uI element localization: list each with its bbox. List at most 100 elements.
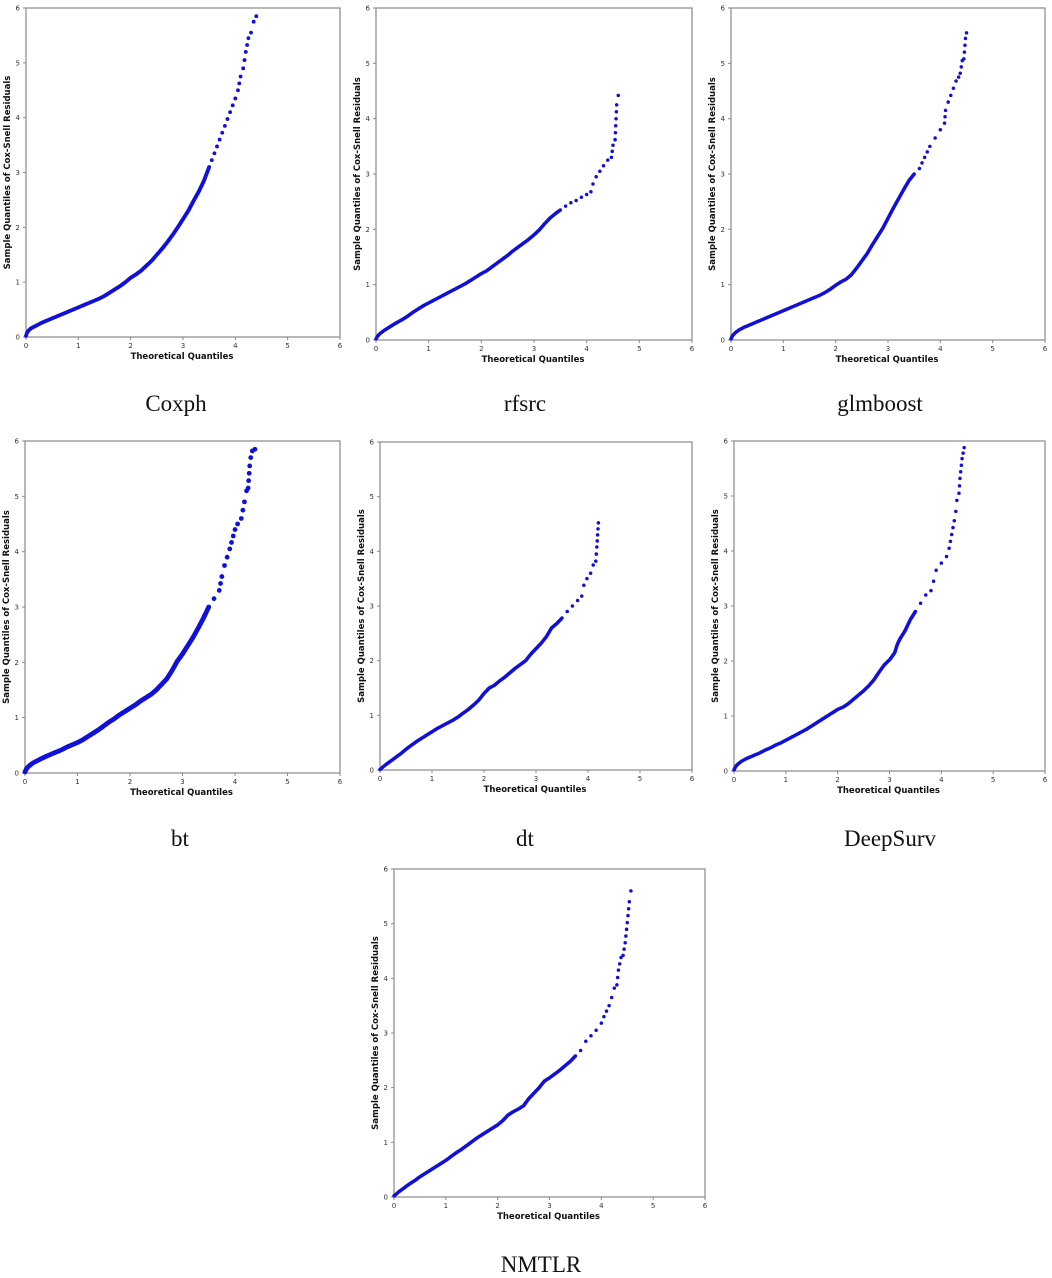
y-tick-label: 4 (721, 115, 726, 123)
y-tick-label: 3 (366, 171, 370, 179)
x-tick-label: 3 (180, 778, 184, 786)
y-tick-label: 0 (370, 767, 374, 775)
x-axis-label: Theoretical Quantiles (837, 786, 940, 796)
caption-bt: bt (171, 826, 189, 851)
y-tick-label: 6 (721, 5, 726, 13)
x-tick-label: 3 (547, 1202, 551, 1210)
x-tick-label: 0 (23, 778, 27, 786)
scatter-points (374, 93, 621, 341)
y-tick-label: 4 (15, 548, 20, 556)
y-axis-label: Sample Quantiles of Cox-Snell Residuals (353, 77, 363, 271)
y-tick-label: 0 (16, 334, 20, 342)
x-tick-label: 4 (233, 778, 238, 786)
x-tick-label: 3 (181, 342, 185, 350)
y-tick-label: 5 (16, 59, 20, 67)
x-tick-label: 1 (444, 1202, 448, 1210)
x-axis-label: Theoretical Quantiles (482, 355, 585, 365)
y-tick-label: 4 (370, 548, 375, 556)
y-tick-label: 3 (15, 604, 19, 612)
y-axis-label: Sample Quantiles of Cox-Snell Residuals (357, 509, 367, 703)
x-axis-label: Theoretical Quantiles (497, 1212, 600, 1222)
y-tick-label: 0 (384, 1194, 388, 1202)
x-tick-label: 0 (732, 776, 736, 784)
x-tick-label: 1 (426, 345, 430, 353)
x-tick-label: 6 (338, 342, 343, 350)
y-tick-label: 6 (16, 5, 21, 13)
x-tick-label: 1 (76, 342, 80, 350)
x-tick-label: 1 (781, 345, 785, 353)
x-tick-label: 5 (990, 345, 994, 353)
y-tick-label: 3 (721, 171, 725, 179)
y-tick-label: 5 (384, 920, 388, 928)
x-tick-label: 5 (991, 776, 995, 784)
y-tick-label: 5 (15, 493, 19, 501)
y-axis-label: Sample Quantiles of Cox-Snell Residuals (711, 509, 721, 703)
x-tick-label: 0 (729, 345, 733, 353)
x-tick-label: 3 (532, 345, 536, 353)
scatter-points (729, 31, 969, 341)
y-tick-label: 6 (724, 438, 729, 446)
caption-nmtlr: NMTLR (500, 1252, 582, 1277)
y-tick-label: 3 (384, 1030, 388, 1038)
y-axis-label: Sample Quantiles of Cox-Snell Residuals (708, 77, 718, 271)
scatter-points (378, 521, 601, 772)
x-tick-label: 6 (1043, 776, 1048, 784)
x-tick-label: 4 (939, 776, 944, 784)
x-tick-label: 2 (479, 345, 483, 353)
y-tick-label: 5 (370, 493, 374, 501)
scatter-points (22, 446, 258, 775)
x-tick-label: 5 (285, 778, 289, 786)
x-tick-label: 4 (233, 342, 238, 350)
caption-deepsurv: DeepSurv (844, 826, 936, 851)
y-tick-label: 6 (370, 439, 375, 447)
y-tick-label: 6 (366, 5, 371, 13)
x-tick-label: 3 (886, 345, 890, 353)
scatter-points (392, 889, 633, 1198)
y-tick-label: 0 (721, 337, 725, 345)
y-tick-label: 0 (366, 337, 370, 345)
y-tick-label: 0 (15, 770, 19, 778)
y-tick-label: 4 (384, 975, 389, 983)
y-tick-label: 4 (366, 115, 371, 123)
y-tick-label: 6 (15, 438, 20, 446)
x-tick-label: 0 (378, 775, 382, 783)
x-axis-label: Theoretical Quantiles (131, 352, 234, 362)
y-tick-label: 4 (16, 114, 21, 122)
caption-dt: dt (516, 826, 534, 851)
x-tick-label: 1 (75, 778, 79, 786)
y-tick-label: 6 (384, 866, 389, 874)
y-tick-label: 5 (366, 60, 370, 68)
y-tick-label: 0 (724, 768, 728, 776)
x-tick-label: 6 (1043, 345, 1048, 353)
y-tick-label: 1 (724, 713, 728, 721)
y-tick-label: 3 (724, 603, 728, 611)
x-tick-label: 2 (128, 342, 132, 350)
x-tick-label: 2 (482, 775, 486, 783)
y-axis-label: Sample Quantiles of Cox-Snell Residuals (371, 936, 381, 1130)
y-tick-label: 2 (16, 224, 20, 232)
scatter-points (24, 14, 259, 338)
x-tick-label: 4 (586, 775, 591, 783)
x-tick-label: 6 (338, 778, 343, 786)
y-tick-label: 2 (366, 226, 370, 234)
y-tick-label: 1 (384, 1139, 388, 1147)
scatter-points (732, 445, 966, 772)
y-tick-label: 1 (16, 279, 20, 287)
y-tick-label: 2 (724, 658, 728, 666)
y-tick-label: 1 (15, 714, 19, 722)
x-tick-label: 5 (638, 775, 642, 783)
x-tick-label: 0 (374, 345, 378, 353)
y-tick-label: 2 (384, 1084, 388, 1092)
y-tick-label: 2 (370, 657, 374, 665)
x-axis-label: Theoretical Quantiles (484, 785, 587, 795)
y-axis-label: Sample Quantiles of Cox-Snell Residuals (2, 510, 12, 704)
y-tick-label: 4 (724, 548, 729, 556)
x-tick-label: 6 (690, 775, 695, 783)
